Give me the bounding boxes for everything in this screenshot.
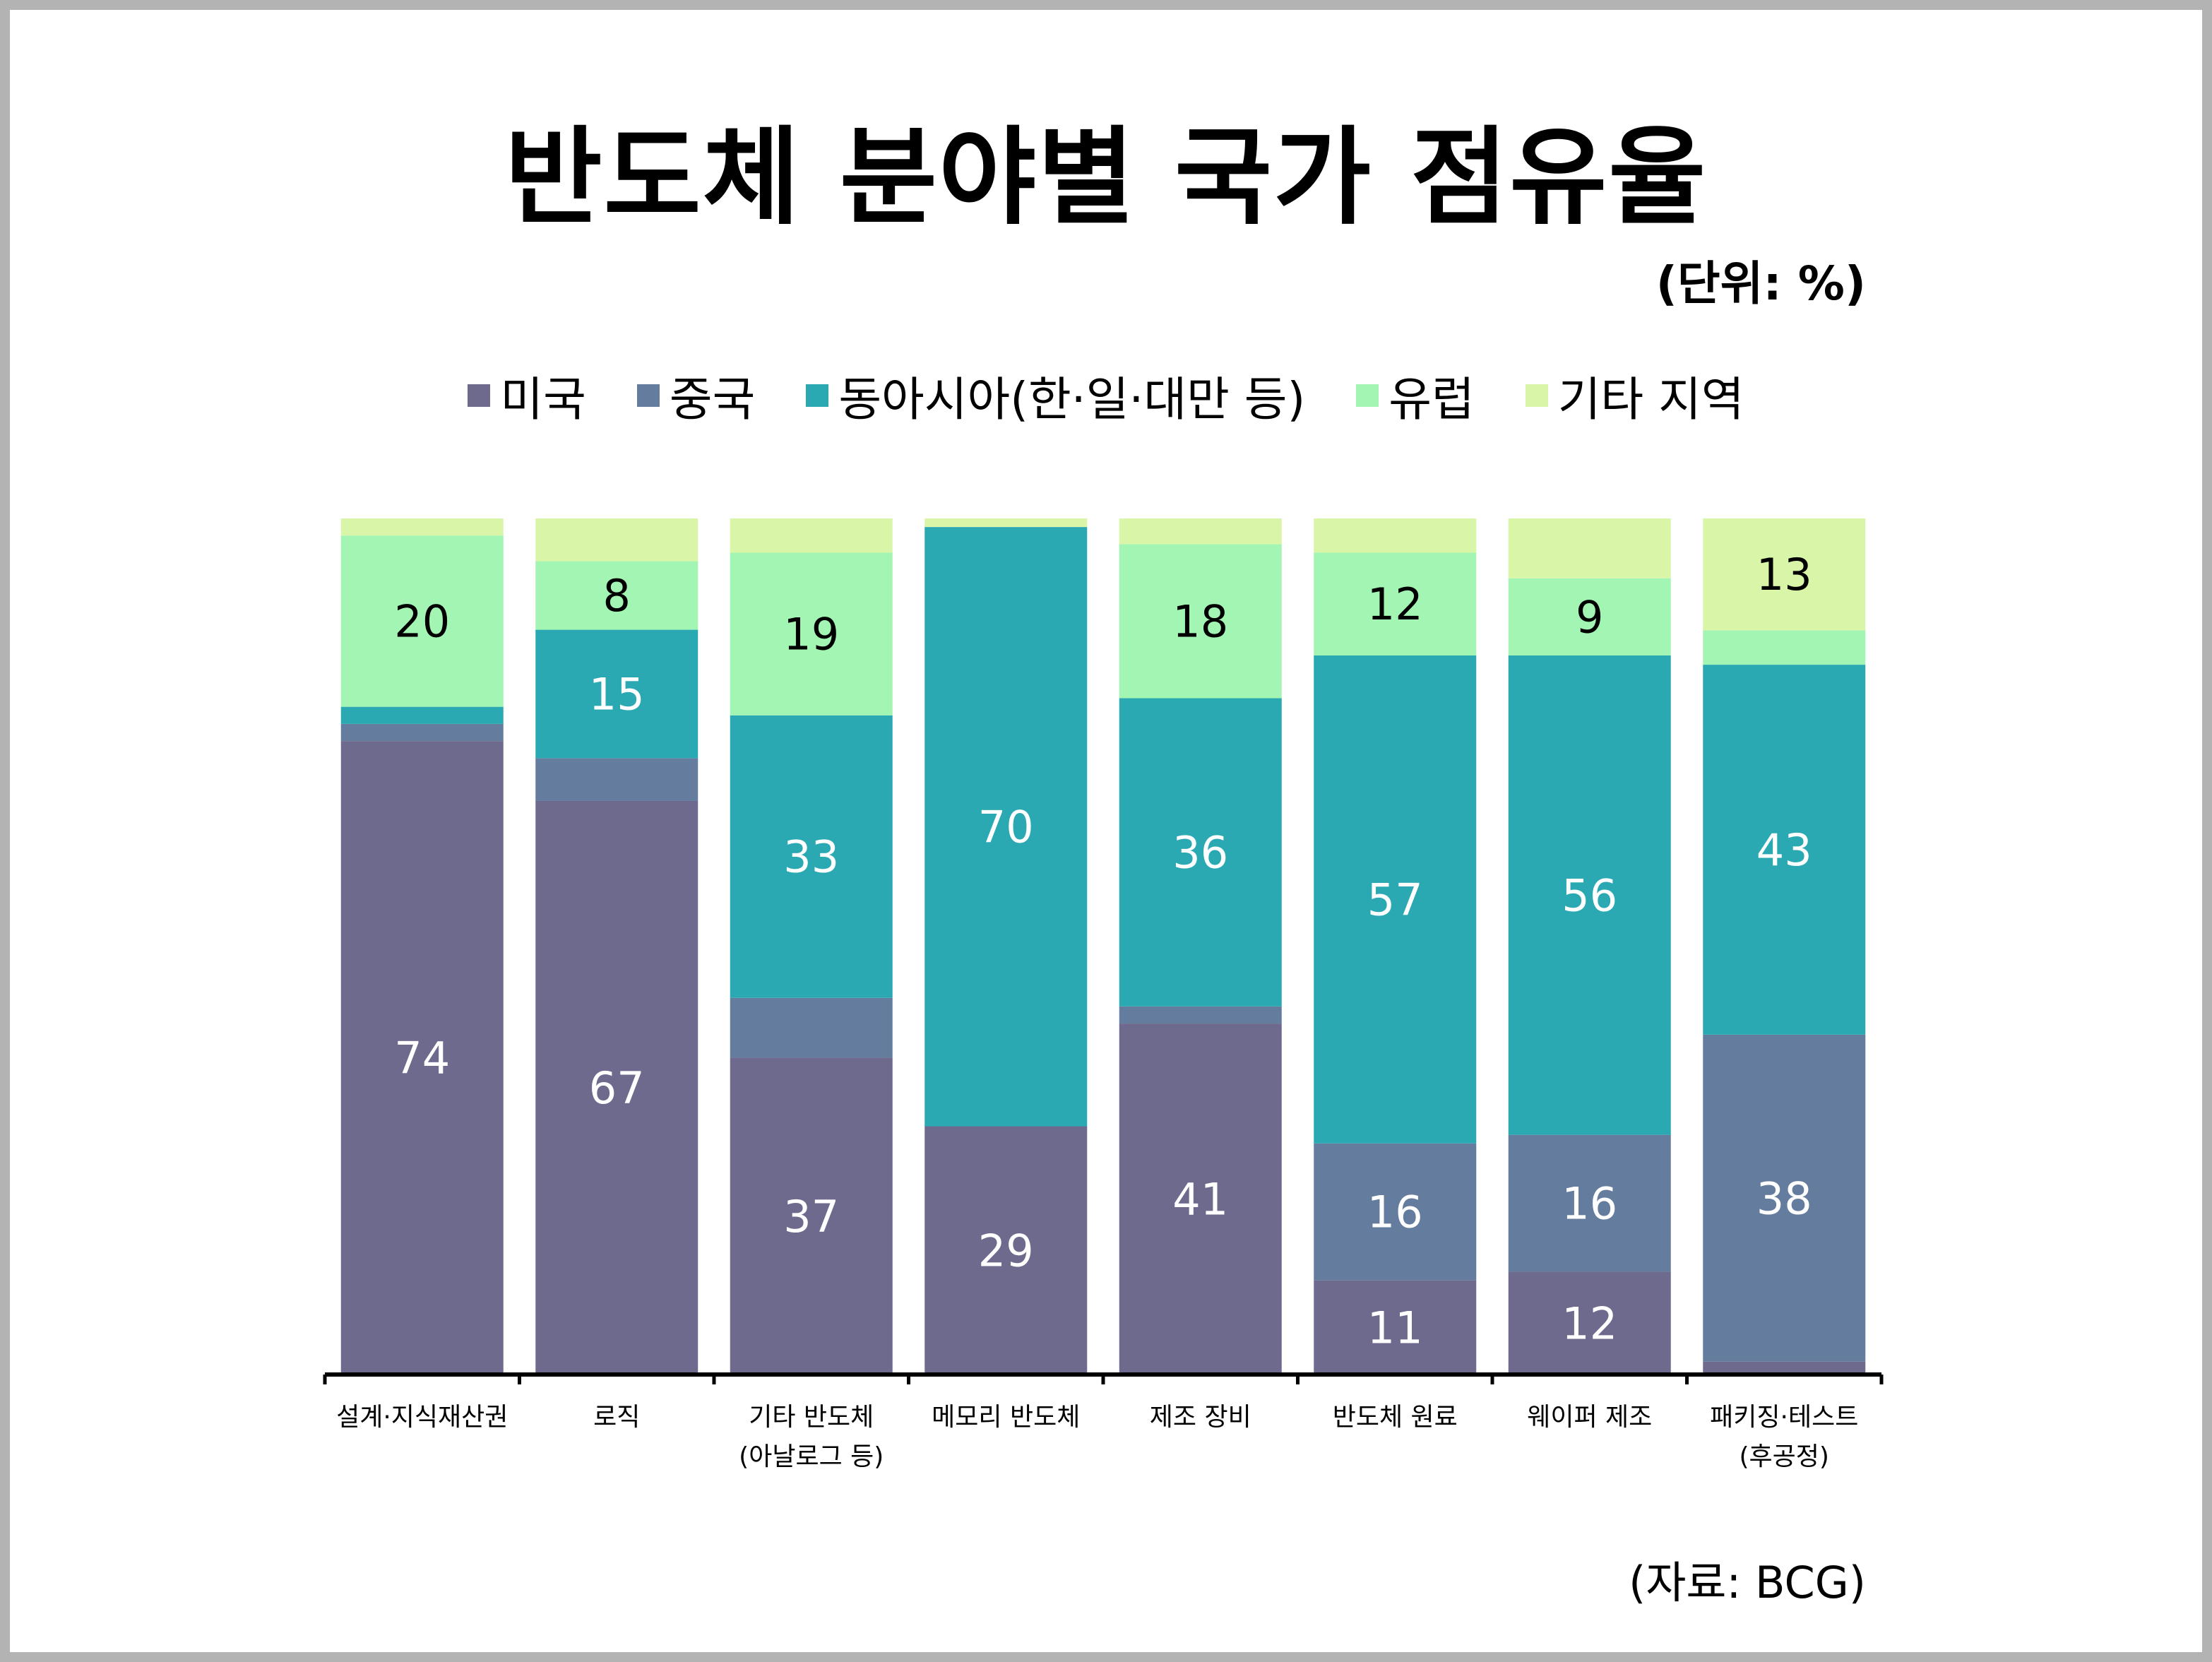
x-tick-label: 로직: [593, 1403, 640, 1432]
bar-segment: [730, 552, 893, 716]
bar-segment: [1703, 518, 1866, 631]
legend-item-china: 중국: [636, 362, 756, 429]
legend-swatch: [636, 384, 660, 407]
data-label: 18: [1172, 595, 1228, 647]
bar-segment: [1508, 1271, 1671, 1375]
bar-segment: [535, 800, 698, 1375]
x-tick-label: 반도체 원료: [1333, 1403, 1458, 1432]
legend-label: 미국: [500, 372, 586, 427]
source-note: (자료: BCG): [1629, 1557, 1866, 1608]
bar-segment: [340, 723, 504, 742]
bar-segment: [1119, 1006, 1282, 1024]
data-label: 29: [978, 1225, 1034, 1276]
bar-segment: [1703, 1034, 1866, 1362]
bar-segment: [1119, 544, 1282, 699]
legend-label: 동아시아(한·일·대만 등): [838, 372, 1306, 427]
bar-segment: [1119, 518, 1282, 545]
legend-swatch: [806, 384, 829, 407]
bar-segment: [730, 1057, 893, 1375]
data-label: 15: [589, 668, 645, 720]
x-tick-label: 기타 반도체: [749, 1403, 874, 1432]
legend-label: 기타 지역: [1557, 372, 1744, 427]
data-label: 74: [394, 1033, 450, 1084]
bar-segment: [924, 1126, 1088, 1375]
bar-segment: [1314, 655, 1477, 1144]
legend-label: 중국: [669, 372, 756, 427]
data-label: 13: [1756, 549, 1812, 600]
bar-segment: [1508, 578, 1671, 655]
legend-swatch: [1356, 384, 1379, 407]
legend-item-usa: 미국: [468, 362, 586, 429]
data-label: 37: [783, 1191, 839, 1242]
data-label: 11: [1367, 1302, 1423, 1353]
x-tick-label: 메모리 반도체: [932, 1403, 1080, 1432]
data-label: 12: [1367, 578, 1423, 630]
x-tick-label: 설계·지식재산권: [336, 1403, 508, 1432]
legend-swatch: [1525, 384, 1548, 407]
x-tick-label: (후공정): [1740, 1442, 1829, 1471]
bar-segment: [1314, 1143, 1477, 1281]
bar-segment: [1314, 552, 1477, 655]
data-label: 41: [1172, 1174, 1228, 1225]
bar-segment: [1508, 1134, 1671, 1272]
chart-title: 반도체 분야별 국가 점유율: [504, 117, 1708, 239]
bar-segment: [1703, 1361, 1866, 1375]
data-label: 38: [1756, 1173, 1812, 1224]
bar-segment: [730, 715, 893, 998]
x-tick-label: (아날로그 등): [739, 1442, 884, 1471]
bar-segment: [340, 741, 504, 1375]
bar-segment: [1119, 698, 1282, 1007]
x-tick-label: 웨이퍼 제조: [1527, 1403, 1652, 1432]
bar-segment: [730, 997, 893, 1058]
legend-label: 유럽: [1389, 372, 1475, 427]
legend-swatch: [468, 384, 491, 407]
legend-item-east-asia: 동아시아(한·일·대만 등): [806, 362, 1305, 429]
data-label: 33: [783, 831, 839, 883]
bar-segment: [340, 535, 504, 707]
bar-segment: [1314, 518, 1477, 553]
bar-segment: [535, 518, 698, 562]
bar-segment: [535, 561, 698, 630]
data-label: 67: [589, 1062, 645, 1114]
bar-segment: [340, 706, 504, 724]
x-tick-label: 제조 장비: [1150, 1403, 1251, 1432]
bar-segment: [535, 629, 698, 759]
data-label: 56: [1562, 869, 1617, 921]
data-label: 19: [783, 609, 839, 660]
data-label: 36: [1172, 827, 1228, 879]
bar-segment: [730, 518, 893, 553]
data-label: 43: [1756, 824, 1812, 876]
bar-segment: [1508, 518, 1671, 578]
bar-segment: [340, 518, 504, 536]
data-label: 9: [1576, 591, 1603, 643]
x-tick-label: 패키징·테스트: [1710, 1403, 1858, 1432]
bar-segment: [924, 527, 1088, 1127]
bar-segment: [924, 518, 1088, 528]
legend: 미국 중국 동아시아(한·일·대만 등) 유럽 기타 지역: [0, 362, 2212, 429]
bar-segment: [1703, 630, 1866, 665]
legend-item-europe: 유럽: [1356, 362, 1475, 429]
data-label: 8: [603, 570, 631, 622]
bar-segment: [1703, 665, 1866, 1035]
data-label: 57: [1367, 874, 1423, 925]
bar-segment: [1508, 655, 1671, 1135]
legend-item-other: 기타 지역: [1525, 362, 1744, 429]
data-label: 16: [1367, 1187, 1423, 1238]
unit-note: (단위: %): [1655, 256, 1866, 311]
data-label: 20: [394, 595, 450, 647]
data-label: 70: [978, 801, 1034, 853]
bar-segment: [1119, 1023, 1282, 1375]
bar-segment: [1314, 1280, 1477, 1375]
bar-segment: [535, 758, 698, 801]
data-label: 16: [1562, 1178, 1617, 1230]
data-label: 12: [1562, 1298, 1617, 1349]
